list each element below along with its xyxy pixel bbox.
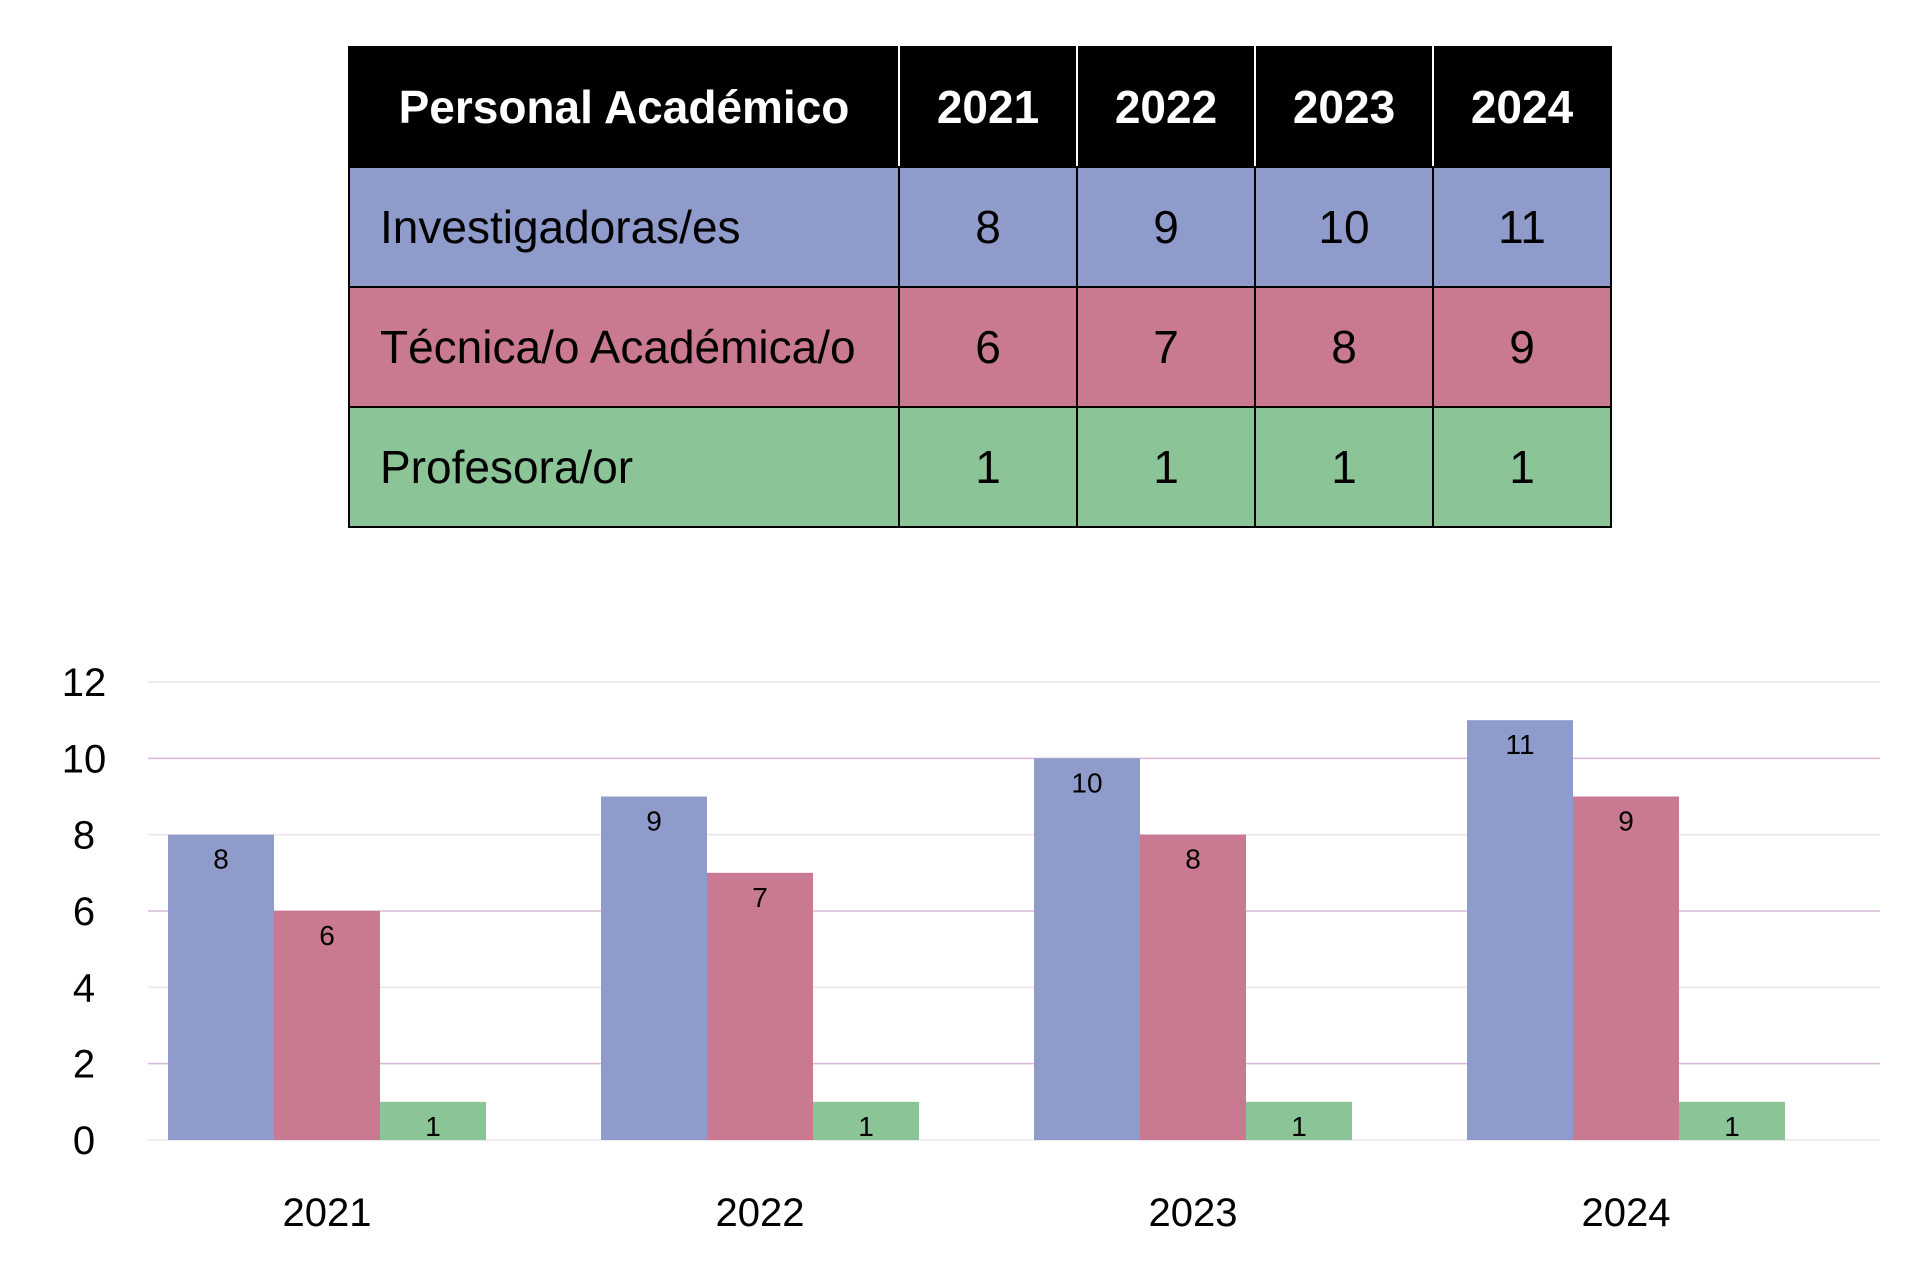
x-category-label: 2021 <box>283 1191 372 1235</box>
bar <box>601 796 707 1140</box>
table-cell: 1 <box>898 406 1078 528</box>
bar <box>168 834 274 1140</box>
bar-data-label: 11 <box>1505 729 1534 760</box>
table-cell: 8 <box>1254 286 1434 408</box>
y-tick-label: 10 <box>62 737 107 781</box>
table-cell: 1 <box>1076 406 1256 528</box>
y-tick-label: 0 <box>73 1119 95 1163</box>
bar <box>1679 1101 1785 1140</box>
bar-data-label: 1 <box>425 1111 441 1142</box>
bar-data-label: 6 <box>319 920 335 951</box>
x-axis: 2021 2022 2023 2024 <box>283 1191 1671 1235</box>
x-category-label: 2024 <box>1582 1191 1671 1235</box>
data-table: Personal Académico 2021 2022 2023 2024 I… <box>348 46 1612 528</box>
y-tick-label: 4 <box>73 966 95 1010</box>
table-cell: 11 <box>1432 166 1612 288</box>
table-row: Técnica/o Académica/o 6 7 8 9 <box>348 286 1612 408</box>
bar-data-label: 1 <box>858 1111 874 1142</box>
y-tick-label: 12 <box>62 661 107 705</box>
bar <box>1246 1101 1352 1140</box>
x-category-label: 2023 <box>1149 1191 1238 1235</box>
bar <box>274 911 380 1140</box>
bar <box>380 1101 486 1140</box>
header-cell-category: Personal Académico <box>348 46 900 168</box>
bar <box>1573 796 1679 1140</box>
bar-data-label: 9 <box>1618 806 1634 837</box>
bar <box>1467 720 1573 1140</box>
y-tick-label: 2 <box>73 1043 95 1087</box>
table-cell: 10 <box>1254 166 1434 288</box>
table-row: Investigadoras/es 8 9 10 11 <box>348 166 1612 288</box>
table-header-row: Personal Académico 2021 2022 2023 2024 <box>348 46 1612 168</box>
y-axis: 0 2 4 6 8 10 12 <box>62 661 107 1163</box>
table-cell: 1 <box>1254 406 1434 528</box>
bar-data-label: 1 <box>1291 1111 1307 1142</box>
bar-data-label: 1 <box>1724 1111 1740 1142</box>
bar <box>1140 834 1246 1140</box>
row-label: Profesora/or <box>348 406 900 528</box>
header-cell-year: 2023 <box>1254 46 1434 168</box>
table-cell: 9 <box>1432 286 1612 408</box>
header-cell-year: 2021 <box>898 46 1078 168</box>
header-cell-year: 2024 <box>1432 46 1612 168</box>
table-cell: 9 <box>1076 166 1256 288</box>
bar <box>1034 758 1140 1140</box>
table-row: Profesora/or 1 1 1 1 <box>348 406 1612 528</box>
y-tick-label: 6 <box>73 890 95 934</box>
bar <box>707 872 813 1140</box>
x-category-label: 2022 <box>716 1191 805 1235</box>
y-tick-label: 8 <box>73 814 95 858</box>
bar-data-label: 10 <box>1071 767 1102 798</box>
bar-data-label: 8 <box>1185 844 1201 875</box>
row-label: Investigadoras/es <box>348 166 900 288</box>
table-cell: 8 <box>898 166 1078 288</box>
table-cell: 6 <box>898 286 1078 408</box>
bar-data-label: 9 <box>646 806 662 837</box>
gridlines <box>148 681 1880 1141</box>
header-cell-year: 2022 <box>1076 46 1256 168</box>
bar-data-label: 8 <box>213 844 229 875</box>
row-label: Técnica/o Académica/o <box>348 286 900 408</box>
table-cell: 7 <box>1076 286 1256 408</box>
bar <box>813 1101 919 1140</box>
table-cell: 1 <box>1432 406 1612 528</box>
bar-data-label: 7 <box>752 882 768 913</box>
